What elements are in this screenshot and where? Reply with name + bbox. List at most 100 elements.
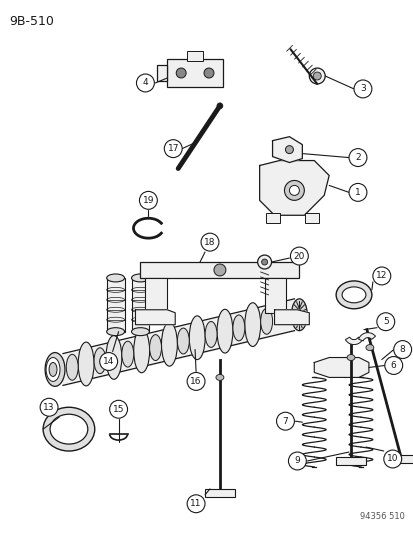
Circle shape — [290, 247, 308, 265]
Text: 1: 1 — [354, 188, 360, 197]
Circle shape — [201, 233, 218, 251]
Circle shape — [176, 68, 186, 78]
Circle shape — [187, 495, 204, 513]
Bar — [145, 278, 167, 313]
Ellipse shape — [260, 309, 272, 334]
Circle shape — [276, 412, 294, 430]
Text: 11: 11 — [190, 499, 201, 508]
Ellipse shape — [216, 375, 223, 381]
Text: 10: 10 — [386, 455, 398, 464]
Text: 9: 9 — [294, 456, 299, 465]
Bar — [157, 65, 167, 81]
Ellipse shape — [365, 345, 373, 351]
Text: 17: 17 — [167, 144, 178, 153]
Bar — [167, 59, 222, 87]
Ellipse shape — [107, 274, 124, 282]
Bar — [131, 278, 149, 332]
Ellipse shape — [346, 354, 354, 360]
Polygon shape — [313, 358, 368, 377]
Ellipse shape — [216, 309, 233, 353]
Circle shape — [372, 267, 390, 285]
Ellipse shape — [43, 407, 95, 451]
Text: 94356 510: 94356 510 — [359, 512, 404, 521]
Ellipse shape — [131, 328, 149, 336]
Circle shape — [164, 140, 182, 158]
Polygon shape — [259, 160, 328, 215]
Ellipse shape — [291, 299, 306, 330]
Circle shape — [309, 68, 325, 84]
Circle shape — [348, 149, 366, 166]
Ellipse shape — [149, 335, 161, 360]
Text: 15: 15 — [113, 405, 124, 414]
Text: 7: 7 — [282, 417, 287, 426]
Circle shape — [100, 352, 117, 370]
Wedge shape — [358, 333, 375, 341]
Circle shape — [284, 181, 304, 200]
Circle shape — [187, 373, 204, 390]
Ellipse shape — [50, 414, 88, 444]
Circle shape — [40, 398, 58, 416]
Ellipse shape — [107, 328, 124, 336]
Polygon shape — [135, 310, 175, 325]
Text: 6: 6 — [390, 361, 396, 370]
Ellipse shape — [189, 316, 205, 360]
Polygon shape — [274, 310, 309, 325]
Ellipse shape — [161, 322, 177, 366]
Circle shape — [285, 146, 293, 154]
Text: 14: 14 — [103, 357, 114, 366]
Text: 13: 13 — [43, 403, 55, 412]
Circle shape — [289, 185, 299, 196]
Ellipse shape — [133, 329, 149, 373]
Ellipse shape — [121, 341, 133, 367]
Polygon shape — [272, 136, 301, 163]
Ellipse shape — [177, 328, 189, 354]
Circle shape — [257, 255, 271, 269]
Circle shape — [204, 68, 214, 78]
Wedge shape — [344, 337, 362, 345]
Circle shape — [313, 72, 320, 80]
Text: 20: 20 — [293, 252, 304, 261]
Bar — [385, 455, 413, 463]
Text: 5: 5 — [382, 317, 388, 326]
Ellipse shape — [49, 362, 57, 376]
Circle shape — [261, 259, 267, 265]
Ellipse shape — [106, 336, 121, 379]
Text: 16: 16 — [190, 377, 201, 386]
Text: 19: 19 — [142, 196, 154, 205]
Circle shape — [384, 357, 402, 375]
Ellipse shape — [233, 315, 244, 341]
Bar — [204, 489, 234, 497]
Circle shape — [348, 183, 366, 201]
Bar — [265, 213, 279, 223]
Ellipse shape — [204, 321, 216, 348]
Bar — [140, 262, 299, 278]
Text: 2: 2 — [354, 153, 360, 162]
Bar — [305, 213, 318, 223]
Ellipse shape — [131, 274, 149, 282]
Bar — [264, 278, 286, 313]
Text: 8: 8 — [399, 345, 405, 354]
Text: 12: 12 — [375, 271, 387, 280]
Circle shape — [216, 103, 222, 109]
Ellipse shape — [335, 281, 371, 309]
Ellipse shape — [244, 303, 260, 346]
Bar — [335, 457, 365, 465]
Bar — [187, 51, 202, 61]
Ellipse shape — [78, 342, 94, 386]
Circle shape — [214, 264, 225, 276]
Circle shape — [353, 80, 371, 98]
Ellipse shape — [66, 354, 78, 380]
Text: 4: 4 — [142, 78, 148, 87]
Circle shape — [376, 313, 394, 330]
Circle shape — [288, 452, 306, 470]
Bar — [107, 278, 124, 332]
Circle shape — [136, 74, 154, 92]
Ellipse shape — [45, 352, 65, 386]
Ellipse shape — [94, 348, 106, 374]
Text: 18: 18 — [204, 238, 215, 247]
Circle shape — [109, 400, 127, 418]
Circle shape — [393, 341, 411, 359]
Circle shape — [139, 191, 157, 209]
Ellipse shape — [341, 287, 365, 303]
Ellipse shape — [46, 358, 60, 382]
